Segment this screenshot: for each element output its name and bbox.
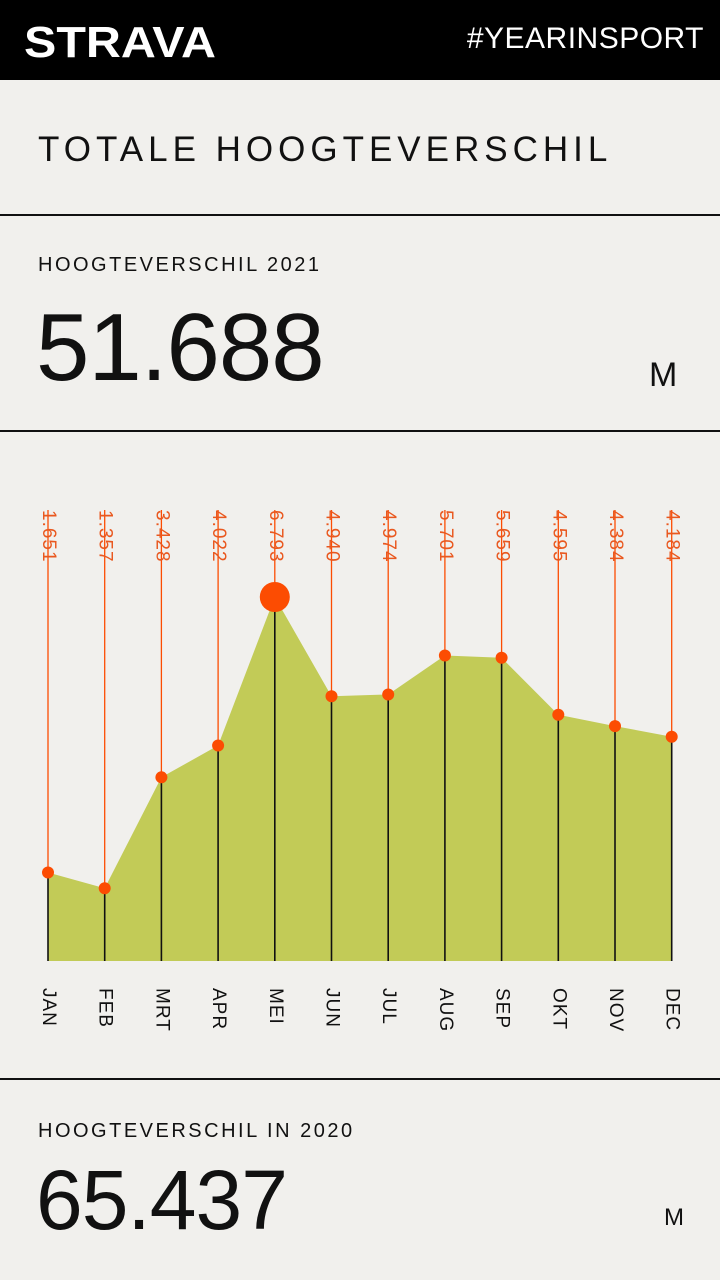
peak-marker [259, 582, 290, 612]
data-point-jul [382, 688, 395, 701]
divider [0, 1078, 720, 1080]
data-point-dec [665, 730, 678, 743]
value-label-dec: 4.184 [662, 510, 683, 563]
divider [0, 214, 720, 216]
data-point-jan [42, 866, 54, 879]
month-label-jun: JUN [321, 988, 342, 1028]
brand-name: STRAVA [24, 20, 216, 62]
value-label-apr: 4.022 [208, 510, 229, 563]
data-point-feb [98, 882, 111, 895]
month-label-dec: DEC [662, 988, 683, 1031]
data-point-mrt [155, 771, 168, 784]
value-label-aug: 5.701 [435, 510, 456, 563]
value-label-jan: 1.651 [38, 510, 59, 563]
divider [0, 430, 720, 432]
month-label-nov: NOV [605, 988, 626, 1032]
month-label-jul: JUL [378, 988, 399, 1025]
previous-year-unit: M [664, 1204, 684, 1231]
previous-year-label: HOOGTEVERSCHIL IN 2020 [38, 1120, 355, 1142]
previous-year-value: 65.437 [36, 1153, 288, 1247]
hashtag-label: #YEARINSPORT [466, 22, 704, 55]
current-year-value: 51.688 [36, 294, 325, 401]
page-title: TOTALE HOOGTEVERSCHIL [38, 130, 613, 169]
value-label-okt: 4.595 [548, 510, 569, 563]
strava-logo: STRAVA [24, 20, 216, 62]
month-label-jan: JAN [38, 988, 59, 1027]
month-label-mei: MEI [265, 988, 286, 1025]
month-label-feb: FEB [95, 988, 116, 1028]
month-label-mrt: MRT [151, 988, 172, 1032]
data-point-aug [438, 649, 451, 662]
month-label-aug: AUG [435, 988, 456, 1032]
data-point-sep [495, 651, 508, 664]
data-point-apr [212, 739, 225, 752]
month-label-okt: OKT [548, 988, 569, 1030]
value-label-jun: 4.940 [321, 510, 342, 563]
current-year-unit: M [649, 356, 678, 394]
data-point-nov [609, 720, 621, 733]
monthly-elevation-chart: 1.651 1.357 3.428 4.022 6.793 4.940 4.974 5.701… [38, 510, 683, 1032]
value-label-mei: 6.793 [265, 510, 286, 563]
area-fill [48, 597, 672, 961]
value-label-feb: 1.357 [95, 510, 116, 563]
month-label-apr: APR [208, 988, 229, 1030]
value-label-nov: 4.384 [605, 510, 626, 563]
value-label-jul: 4.974 [378, 510, 399, 563]
top-bar: STRAVA #YEARINSPORT [0, 0, 720, 80]
data-point-jun [325, 690, 338, 703]
value-label-mrt: 3.428 [151, 510, 172, 563]
value-label-sep: 5.659 [492, 510, 513, 563]
data-point-okt [552, 708, 565, 721]
current-year-label: HOOGTEVERSCHIL 2021 [38, 254, 322, 276]
month-label-sep: SEP [492, 988, 513, 1029]
